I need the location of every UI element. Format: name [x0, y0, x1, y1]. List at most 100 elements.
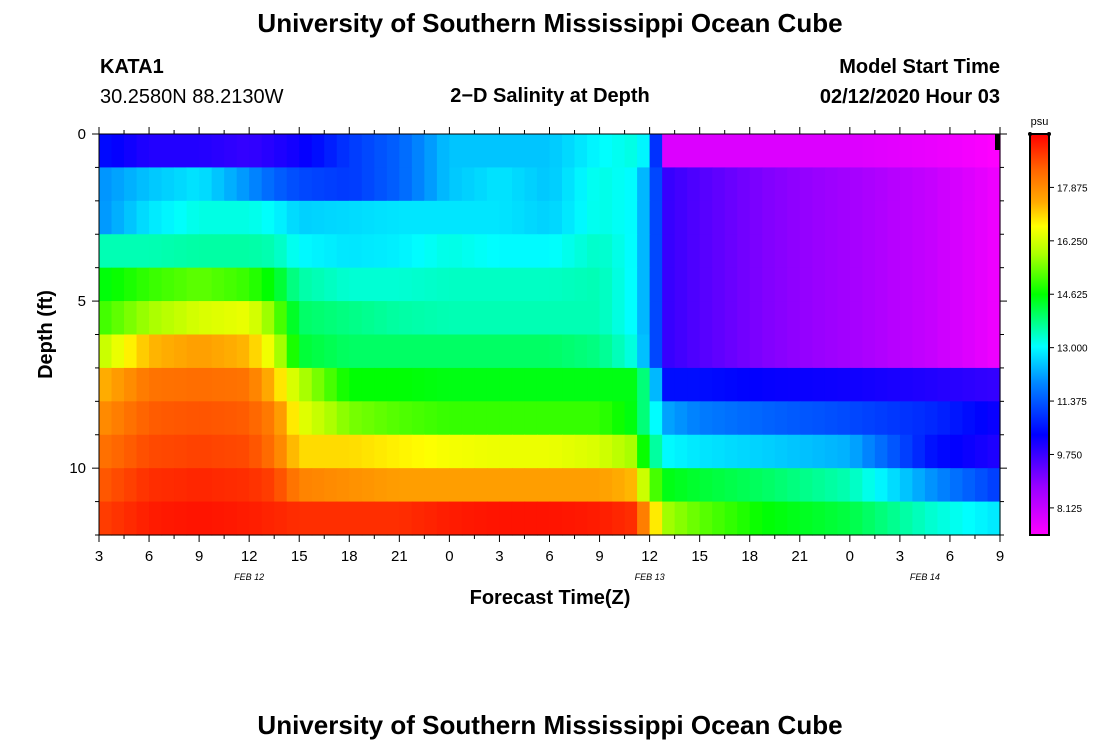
- heatmap-cell: [336, 234, 350, 269]
- heatmap-cell: [149, 501, 163, 536]
- colorbar-label: 8.125: [1057, 504, 1082, 515]
- heatmap-cell: [662, 267, 676, 302]
- heatmap-cell: [249, 401, 263, 436]
- heatmap-cell: [949, 301, 964, 336]
- heatmap-cell: [637, 401, 651, 436]
- heatmap-cell: [674, 434, 688, 469]
- heatmap-cell: [311, 468, 325, 503]
- heatmap-cell: [361, 468, 375, 503]
- heatmap-cell: [386, 134, 400, 169]
- heatmap-cell: [674, 301, 688, 336]
- heatmap-cell: [937, 401, 951, 436]
- heatmap-cell: [386, 434, 400, 469]
- heatmap-cell: [724, 367, 738, 402]
- heatmap-cell: [637, 234, 651, 269]
- heatmap-cell: [837, 501, 851, 536]
- heatmap-cell: [762, 200, 776, 235]
- x-tick-label: 0: [445, 548, 453, 565]
- x-tick-label: 12: [641, 548, 658, 565]
- heatmap-cell: [474, 234, 488, 269]
- heatmap-cell: [174, 134, 188, 169]
- heatmap-cell: [99, 434, 113, 469]
- heatmap-cell: [562, 234, 576, 269]
- heatmap-cell: [199, 301, 213, 336]
- heatmap-cell: [662, 401, 676, 436]
- heatmap-cell: [724, 167, 738, 202]
- heatmap-cell: [724, 134, 738, 169]
- heatmap-cell: [862, 334, 876, 369]
- x-tick-label: 9: [996, 548, 1004, 565]
- heatmap-cell: [912, 200, 926, 235]
- x-tick-label: 12: [241, 548, 258, 565]
- heatmap-cell: [149, 334, 163, 369]
- heatmap-cell: [949, 501, 964, 536]
- heatmap-cell: [274, 401, 288, 436]
- heatmap-cell: [136, 301, 150, 336]
- heatmap-cell: [436, 501, 450, 536]
- heatmap-cell: [324, 167, 338, 202]
- heatmap-cell: [649, 167, 663, 202]
- heatmap-cell: [274, 234, 288, 269]
- heatmap-cell: [824, 234, 838, 269]
- heatmap-cell: [612, 334, 626, 369]
- heatmap-cell: [699, 134, 713, 169]
- heatmap-cell: [874, 468, 888, 503]
- heatmap-cell: [386, 167, 400, 202]
- heatmap-cell: [924, 134, 939, 169]
- heatmap-cell: [974, 200, 989, 235]
- heatmap-cell: [824, 334, 838, 369]
- heatmap-cell: [899, 367, 913, 402]
- heatmap-cell: [236, 401, 250, 436]
- heatmap-cell: [536, 501, 551, 536]
- heatmap-cell: [662, 367, 676, 402]
- heatmap-cell: [311, 301, 325, 336]
- heatmap-cell: [136, 401, 150, 436]
- heatmap-cell: [699, 367, 713, 402]
- heatmap-cell: [99, 468, 113, 503]
- date-label: FEB 12: [234, 572, 264, 582]
- heatmap-cell: [324, 367, 338, 402]
- heatmap-cell: [949, 234, 964, 269]
- heatmap-cell: [536, 234, 551, 269]
- heatmap-cell: [536, 167, 551, 202]
- heatmap-cell: [799, 501, 813, 536]
- heatmap-cell: [149, 468, 163, 503]
- heatmap-cell: [361, 134, 375, 169]
- heatmap-cell: [99, 267, 113, 302]
- heatmap-cell: [336, 134, 350, 169]
- heatmap-cell: [99, 501, 113, 536]
- heatmap-cell: [136, 334, 150, 369]
- heatmap-cell: [974, 301, 989, 336]
- heatmap-cell: [436, 301, 450, 336]
- heatmap-cell: [136, 134, 150, 169]
- heatmap-cell: [637, 334, 651, 369]
- heatmap-cell: [136, 501, 150, 536]
- heatmap-cell: [899, 267, 913, 302]
- heatmap-cell: [474, 434, 488, 469]
- heatmap-cell: [562, 401, 576, 436]
- heatmap-cell: [411, 334, 425, 369]
- heatmap-cell: [787, 167, 801, 202]
- heatmap-cell: [899, 301, 913, 336]
- heatmap-cell: [324, 501, 338, 536]
- heatmap-cell: [862, 267, 876, 302]
- heatmap-cell: [174, 334, 188, 369]
- heatmap-cell: [224, 401, 238, 436]
- heatmap-cell: [424, 267, 438, 302]
- heatmap-cell: [536, 468, 551, 503]
- heatmap-cell: [749, 468, 763, 503]
- heatmap-cell: [824, 501, 838, 536]
- heatmap-cell: [724, 234, 738, 269]
- heatmap-cell: [749, 401, 763, 436]
- heatmap-cell: [637, 301, 651, 336]
- heatmap-cell: [374, 167, 388, 202]
- heatmap-cell: [924, 234, 939, 269]
- heatmap-cell: [687, 301, 701, 336]
- heatmap-cell: [612, 401, 626, 436]
- heatmap-cell: [849, 501, 863, 536]
- heatmap-cell: [624, 167, 638, 202]
- heatmap-cell: [261, 267, 275, 302]
- heatmap-cell: [787, 367, 801, 402]
- heatmap-cell: [549, 468, 563, 503]
- heatmap-cell: [899, 401, 913, 436]
